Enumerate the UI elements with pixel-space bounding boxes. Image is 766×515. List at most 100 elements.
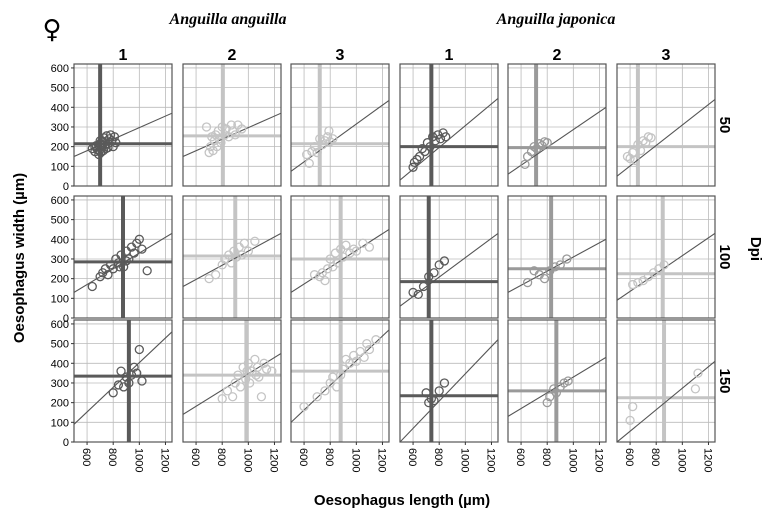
column-header-3: 3 [336, 47, 345, 64]
panel-background [617, 64, 715, 186]
data-point [371, 335, 381, 345]
data-point [325, 137, 335, 147]
regression-line [400, 339, 498, 442]
data-point [111, 138, 121, 148]
data-point [239, 238, 250, 248]
data-point [345, 358, 355, 368]
regression-line [74, 112, 172, 157]
data-point [413, 289, 423, 300]
y-axis-label: Oesophagus width (µm) [11, 173, 28, 343]
panel-border [399, 63, 499, 187]
data-point [204, 273, 214, 284]
x-tick-label: 600 [514, 448, 526, 466]
y-tick-label: 400 [51, 102, 69, 114]
panel-border [507, 63, 607, 187]
panel-japonica-3-dpi50 [616, 63, 716, 187]
data-point [113, 380, 124, 390]
data-point [628, 279, 638, 290]
data-point [435, 134, 446, 144]
data-point [230, 130, 240, 140]
x-tick-label: 800 [540, 448, 552, 466]
data-point [539, 273, 550, 284]
x-tick-label: 600 [189, 448, 201, 466]
data-point [228, 392, 238, 402]
data-point [304, 158, 314, 169]
data-point [414, 151, 425, 162]
data-point [408, 162, 418, 172]
y-tick-label: 500 [51, 215, 69, 227]
data-point [256, 392, 267, 402]
panel-japonica-2-dpi50 [507, 63, 607, 187]
data-point [693, 368, 703, 378]
regression-line [183, 232, 281, 287]
data-point [426, 394, 437, 404]
panel-border [399, 319, 499, 443]
species-title-anguilla: Anguilla anguilla [169, 11, 287, 28]
data-point [90, 141, 100, 152]
data-point [430, 136, 440, 146]
data-point [641, 138, 651, 148]
panel-border [616, 195, 716, 319]
panel-border [507, 319, 607, 443]
panel-background [400, 320, 498, 442]
x-tick-label: 1000 [132, 448, 144, 472]
data-point [625, 153, 635, 164]
data-point [349, 350, 359, 361]
data-point [421, 388, 431, 398]
data-point [659, 260, 669, 270]
data-point [324, 126, 334, 136]
x-tick-label: 800 [432, 448, 444, 466]
panel-anguilla-2-dpi150: 600 800 1000 1200 [182, 319, 282, 472]
y-tick-label: 600 [51, 63, 69, 75]
data-point [217, 394, 227, 404]
x-tick-label: 600 [406, 448, 418, 466]
panel-anguilla-1-dpi100: 0 100 200 300 400 500 600 [51, 195, 173, 325]
x-tick-label: 600 [297, 448, 309, 466]
data-point [307, 146, 317, 157]
data-point [242, 366, 252, 376]
x-tick-label: 800 [106, 448, 118, 466]
data-point [358, 238, 368, 248]
data-point [237, 124, 247, 134]
x-tick-label: 1200 [267, 448, 279, 472]
y-tick-label: 300 [51, 378, 69, 390]
panel-border [182, 195, 282, 319]
data-point [532, 143, 542, 154]
regression-line [508, 106, 606, 175]
data-point [126, 370, 137, 380]
data-point [542, 138, 552, 148]
data-point [104, 134, 114, 144]
data-point [211, 270, 221, 280]
x-axis-label: Oesophagus length (µm) [314, 492, 490, 509]
column-header-2: 2 [228, 47, 237, 64]
data-point [690, 384, 701, 394]
x-tick-label: 600 [623, 448, 635, 466]
data-point [320, 386, 330, 396]
data-point [555, 260, 565, 270]
x-tick-label: 1200 [701, 448, 713, 472]
data-point [328, 134, 338, 144]
data-point [254, 372, 264, 382]
data-point [235, 382, 246, 392]
x-tick-label: 1200 [158, 448, 170, 472]
data-point [542, 397, 552, 408]
data-point [226, 258, 236, 268]
data-point [320, 275, 330, 286]
panel-border [182, 319, 282, 443]
data-point [121, 372, 131, 382]
panel-japonica-3-dpi100 [616, 195, 716, 319]
regression-line [617, 360, 715, 442]
data-point [439, 256, 450, 266]
data-point [646, 133, 656, 143]
data-point [259, 358, 269, 368]
y-tick-label: 500 [51, 83, 69, 95]
y-tick-label: 400 [51, 358, 69, 370]
x-tick-label: 600 [80, 448, 92, 466]
data-point [312, 392, 322, 402]
panel-background [508, 64, 606, 186]
data-point [226, 120, 236, 130]
x-tick-label: 1200 [484, 448, 496, 472]
y-tick-label: 600 [51, 319, 69, 331]
data-point [429, 268, 439, 278]
row-header-dpi-50: 50 [716, 117, 733, 134]
